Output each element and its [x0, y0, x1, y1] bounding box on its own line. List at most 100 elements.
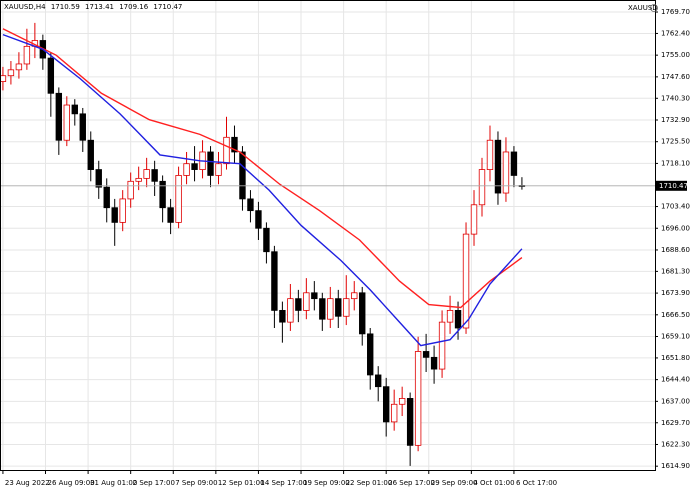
- current-price-box: [655, 180, 687, 191]
- x-tick-label: 23 Aug 2022: [5, 479, 50, 487]
- candle-body: [207, 151, 214, 176]
- candle-body: [343, 298, 350, 317]
- candle-body: [367, 333, 374, 376]
- candle-body: [7, 69, 15, 77]
- symbol-icon[interactable]: [650, 4, 658, 12]
- candle-body: [223, 136, 230, 165]
- y-tick-label: 1696.00: [661, 224, 690, 232]
- y-tick-label: 1747.60: [661, 73, 690, 81]
- candle-body: [247, 198, 254, 212]
- y-tick-label: 1666.50: [661, 311, 690, 319]
- y-tick-label: 1688.60: [661, 246, 690, 254]
- x-tick-label: 2 Sep 17:00: [133, 479, 175, 487]
- x-tick-label: 22 Sep 01:00: [346, 479, 393, 487]
- candle-body: [430, 356, 438, 370]
- chart-header: XAUUSD,H4 1710.59 1713.41 1709.16 1710.4…: [4, 3, 182, 11]
- candle-body: [422, 351, 430, 358]
- candle-body: [303, 292, 310, 311]
- candle-body: [470, 204, 478, 235]
- y-tick-label: 1732.90: [661, 116, 690, 124]
- y-tick-label: 1681.30: [661, 267, 690, 275]
- candle-body: [239, 151, 246, 200]
- candle-body: [111, 207, 118, 223]
- last-close: 1710.47: [153, 3, 182, 11]
- candle-body: [183, 163, 190, 176]
- candle-body: [127, 180, 134, 200]
- last-low: 1709.16: [119, 3, 148, 11]
- x-tick-label: 7 Sep 09:00: [175, 479, 217, 487]
- candle-body: [375, 374, 382, 388]
- candle-body: [215, 163, 222, 176]
- y-tick-label: 1614.90: [661, 462, 690, 470]
- candle-body: [103, 186, 110, 209]
- x-tick-label: 12 Sep 01:00: [218, 479, 265, 487]
- y-tick-label: 1644.40: [661, 376, 690, 384]
- y-tick-label: 1651.80: [661, 354, 690, 362]
- candle-body: [359, 292, 366, 335]
- candle-body: [255, 210, 262, 229]
- candle-body: [263, 227, 270, 253]
- x-tick-label: 31 Aug 01:00: [90, 479, 137, 487]
- candle-body: [351, 292, 358, 300]
- candle-body: [327, 298, 334, 320]
- candle-body: [478, 169, 486, 206]
- candle-body: [287, 298, 294, 323]
- candle-body: [319, 298, 326, 320]
- axes: 1769.70 1762.40 1755.00 1747.60 1740.30 1732.…: [2, 8, 690, 487]
- candle-body: [295, 298, 302, 311]
- candle-body: [119, 198, 126, 223]
- candle-body: [87, 139, 94, 170]
- y-tick-label: 1740.30: [661, 94, 690, 102]
- last-high: 1713.41: [85, 3, 114, 11]
- plot: [0, 22, 655, 466]
- x-tick-label: 14 Sep 17:00: [260, 479, 307, 487]
- candle-body: [23, 45, 31, 65]
- y-tick-label: 1725.50: [661, 138, 690, 146]
- candle-body: [15, 63, 23, 71]
- y-tick-label: 1718.10: [661, 159, 690, 167]
- x-tick-label: 26 Aug 09:00: [48, 479, 95, 487]
- candle-body: [47, 57, 55, 94]
- candle-body: [175, 175, 182, 223]
- candle-body: [406, 398, 414, 446]
- candle-body: [71, 104, 78, 115]
- x-tick-label: 4 Oct 01:00: [473, 479, 514, 487]
- candle-body: [79, 113, 86, 141]
- candle-body: [462, 233, 470, 329]
- last-open: 1710.59: [51, 3, 80, 11]
- moving-average-line: [2, 28, 523, 309]
- y-tick-label: 1762.40: [661, 29, 690, 37]
- candle-body: [167, 207, 174, 223]
- x-tick-label: 26 Sep 17:00: [388, 479, 435, 487]
- candle-body: [390, 403, 398, 423]
- candle-body: [311, 292, 318, 300]
- candle-body: [95, 169, 102, 188]
- symbol-label: XAUUSD: [628, 4, 658, 12]
- x-tick-label: 19 Sep 09:00: [303, 479, 350, 487]
- plot-frame: [0, 0, 656, 471]
- candle-body: [63, 104, 70, 141]
- candle-body: [494, 139, 502, 194]
- candle-body: [151, 169, 158, 182]
- candle-body: [279, 309, 286, 323]
- candle-body: [231, 136, 238, 153]
- candle-body: [335, 298, 342, 317]
- x-tick-label: 6 Oct 17:00: [516, 479, 557, 487]
- y-tick-label: 1659.10: [661, 333, 690, 341]
- candle-body: [414, 351, 422, 446]
- candle-body: [382, 386, 390, 423]
- y-tick-label: 1629.70: [661, 419, 690, 427]
- candle-body: [438, 321, 446, 370]
- current-price-label: 1710.47: [659, 182, 688, 190]
- candle-body: [135, 177, 142, 182]
- candle-body: [486, 139, 494, 170]
- candle-body: [55, 92, 63, 141]
- candle-body: [454, 309, 462, 329]
- y-tick-label: 1755.00: [661, 51, 690, 59]
- candle-body: [191, 163, 198, 170]
- candle-body: [159, 180, 166, 209]
- x-tick-label: 29 Sep 09:00: [431, 479, 478, 487]
- y-tick-label: 1637.00: [661, 397, 690, 405]
